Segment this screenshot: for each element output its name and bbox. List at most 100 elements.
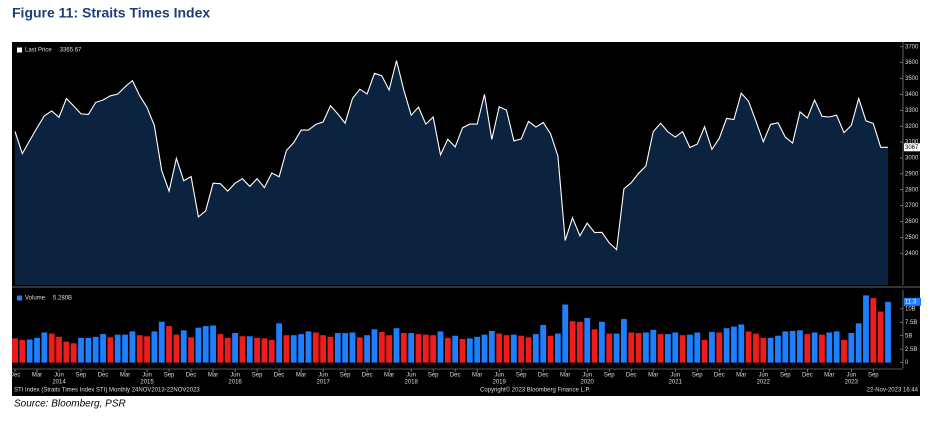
bar xyxy=(144,336,150,363)
x-tick-label: Sep xyxy=(604,373,615,379)
bar xyxy=(841,340,847,363)
bar xyxy=(833,331,840,363)
bar xyxy=(422,334,429,363)
bar xyxy=(371,329,378,363)
bar xyxy=(415,334,422,363)
bar xyxy=(290,335,297,363)
bar xyxy=(342,333,349,363)
bar xyxy=(687,334,693,363)
bar xyxy=(283,335,290,363)
bar xyxy=(34,337,40,363)
x-tick-label: Jun xyxy=(758,373,768,379)
bar xyxy=(562,304,569,363)
x-tick-label: Dec xyxy=(274,373,285,379)
bar xyxy=(195,327,202,363)
bar xyxy=(547,335,554,363)
bar xyxy=(261,338,268,363)
bar xyxy=(679,335,686,363)
bar xyxy=(114,334,121,363)
x-tick-label: Mar xyxy=(208,373,218,379)
legend-value: 5.280B xyxy=(53,296,72,302)
x-tick-label: Jun xyxy=(54,373,64,379)
bar xyxy=(657,334,664,363)
bar xyxy=(804,334,811,363)
y-tick-label: 2800 xyxy=(905,187,919,193)
x-tick-label: Mar xyxy=(384,373,394,379)
x-tick-label: Dec xyxy=(450,373,461,379)
bar xyxy=(85,337,92,363)
x-year-label: 2021 xyxy=(669,380,683,386)
x-year-label: 2016 xyxy=(228,380,242,386)
footer-left: STI Index (Straits Times Index STI) Mont… xyxy=(14,388,200,394)
bar xyxy=(48,333,55,363)
y-tick-label: 2500 xyxy=(905,235,919,241)
bar xyxy=(312,332,319,363)
bar xyxy=(848,333,855,363)
bar xyxy=(12,338,18,363)
bar xyxy=(276,323,283,363)
bar xyxy=(408,333,415,363)
x-tick-label: Mar xyxy=(736,373,746,379)
y-tick-label: 2900 xyxy=(905,171,919,177)
bar xyxy=(129,331,136,363)
bar xyxy=(246,336,253,363)
bar xyxy=(731,326,737,363)
bar xyxy=(694,332,701,363)
x-tick-label: Jun xyxy=(318,373,328,379)
x-year-label: 2014 xyxy=(52,380,66,386)
bar xyxy=(554,333,561,363)
y-tick-label: 3100 xyxy=(905,140,919,146)
y-tick-label: 0 xyxy=(905,360,909,366)
bar xyxy=(474,336,481,363)
x-year-label: 2019 xyxy=(493,380,507,386)
bar xyxy=(158,321,165,363)
last-value-label: 11.3 xyxy=(905,299,917,305)
footer-center: Copyright© 2023 Bloomberg Finance L.P. xyxy=(480,387,591,394)
bar xyxy=(56,336,62,363)
bar xyxy=(78,337,84,363)
legend-value: 3365.67 xyxy=(60,48,82,54)
bar xyxy=(92,336,99,363)
bar xyxy=(665,334,671,363)
y-tick-label: 10B xyxy=(905,306,916,312)
x-tick-label: Jun xyxy=(230,373,240,379)
x-tick-label: Dec xyxy=(186,373,197,379)
bar xyxy=(444,337,451,363)
x-tick-label: Dec xyxy=(538,373,549,379)
x-tick-label: Mar xyxy=(32,373,42,379)
y-tick-label: 7.5B xyxy=(905,320,917,326)
bar xyxy=(210,325,216,363)
bar xyxy=(26,339,33,363)
page-title: Figure 11: Straits Times Index xyxy=(12,5,210,21)
bar xyxy=(709,331,715,363)
bar xyxy=(481,334,488,363)
x-year-label: 2020 xyxy=(581,380,595,386)
x-tick-label: Jun xyxy=(142,373,152,379)
bar xyxy=(349,332,356,363)
bar xyxy=(775,335,781,363)
bar xyxy=(298,334,305,363)
y-tick-label: 2400 xyxy=(905,251,919,257)
last-value-box xyxy=(904,297,921,306)
bar xyxy=(268,340,275,363)
y-tick-label: 3400 xyxy=(905,92,919,98)
legend-label: Volume xyxy=(25,296,46,302)
bar xyxy=(136,335,143,363)
bar xyxy=(767,337,774,363)
y-tick-label: 3300 xyxy=(905,108,919,114)
bar xyxy=(650,329,657,363)
bar xyxy=(855,323,862,363)
bar xyxy=(100,334,106,363)
x-year-label: 2018 xyxy=(404,380,418,386)
bar xyxy=(643,332,649,363)
bar xyxy=(459,338,466,363)
bar xyxy=(503,335,510,363)
bar xyxy=(488,330,495,363)
bar xyxy=(364,335,371,363)
bar xyxy=(723,328,730,363)
bar xyxy=(569,321,576,363)
bar xyxy=(452,335,459,363)
bar xyxy=(877,311,884,363)
bar xyxy=(598,321,605,363)
